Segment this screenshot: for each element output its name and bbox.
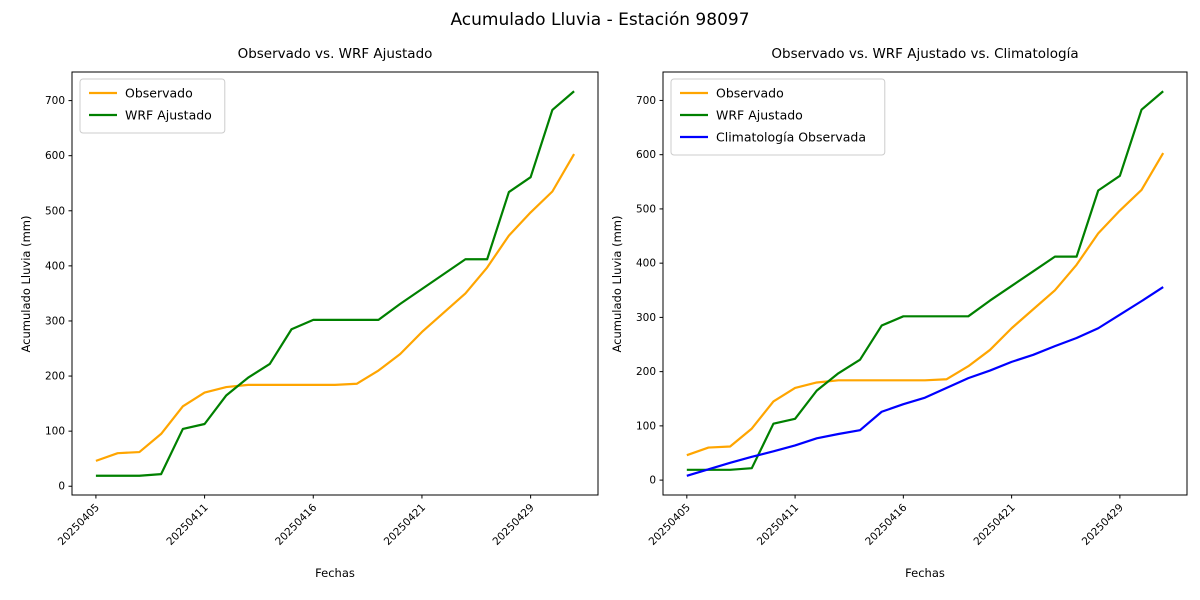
y-tick-label: 100 [636,420,656,432]
legend: Observado WRF Ajustado Climatología Observ… [670,78,886,156]
x-tick-label: 20250429 [1080,502,1126,548]
y-tick-label: 300 [636,312,656,324]
legend-entry: Climatología Observada [680,130,866,145]
x-tick-label: 20250416 [273,501,320,548]
series-line-wrf-ajustado [95,90,575,477]
legend-entry: WRF Ajustado [680,108,803,123]
plot-frame [71,71,599,496]
y-tick-label: 600 [636,149,656,161]
y-tick-label: 500 [45,205,65,217]
y-tick-label: 0 [649,475,656,487]
legend-label: Observado [125,86,193,101]
right-chart-title: Observado vs. WRF Ajustado vs. Climatolo… [771,46,1079,62]
x-tick-label: 20250405 [56,502,102,548]
figure-title: Acumulado Lluvia - Estación 98097 [450,10,750,30]
x-tick-label: 20250405 [647,502,693,548]
legend-label: WRF Ajustado [716,108,803,123]
right-x-axis-label: Fechas [905,566,945,580]
legend-label: Observado [716,86,784,101]
y-tick-label: 300 [45,315,65,327]
x-tick-label: 20250411 [164,502,210,548]
x-tick-label: 20250411 [755,502,801,548]
left-y-axis-label: Acumulado Lluvia (mm) [19,215,33,353]
legend-entry: WRF Ajustado [89,108,212,123]
y-tick-label: 700 [636,95,656,107]
legend: Observado WRF Ajustado [79,78,226,134]
x-tick-label: 20250421 [971,502,1017,548]
y-tick-label: 0 [58,481,65,493]
left-x-axis-label: Fechas [315,566,355,580]
legend-entry: Observado [89,86,193,101]
y-tick-label: 100 [45,426,65,438]
series-line-observado [95,153,576,462]
legend-entry: Observado [680,86,784,101]
x-tick-label: 20250429 [490,502,536,548]
series-line-wrf-ajustado [686,90,1164,471]
series-line-climatolog-a-observada [686,286,1164,477]
x-tick-label: 20250421 [382,502,428,548]
legend-label: WRF Ajustado [125,108,212,123]
series-line-observado [686,152,1165,457]
y-tick-label: 200 [636,366,656,378]
x-tick-label: 20250416 [863,501,910,548]
legend-label: Climatología Observada [716,130,866,145]
y-tick-label: 400 [45,260,65,272]
plot-area-right: 0 100 200 300 400 500 600 700 20250405 20250411 20… [636,71,1188,548]
left-chart-title: Observado vs. WRF Ajustado [237,46,433,62]
plot-area-left: 0 100 200 300 400 500 600 700 20250405 20250411 20… [45,71,599,548]
y-tick-label: 600 [45,150,65,162]
y-tick-label: 400 [636,258,656,270]
y-tick-label: 700 [45,95,65,107]
y-tick-label: 200 [45,371,65,383]
legend-box [670,78,886,156]
plot-frame [662,71,1188,496]
right-y-axis-label: Acumulado Lluvia (mm) [610,215,624,353]
y-tick-label: 500 [636,203,656,215]
